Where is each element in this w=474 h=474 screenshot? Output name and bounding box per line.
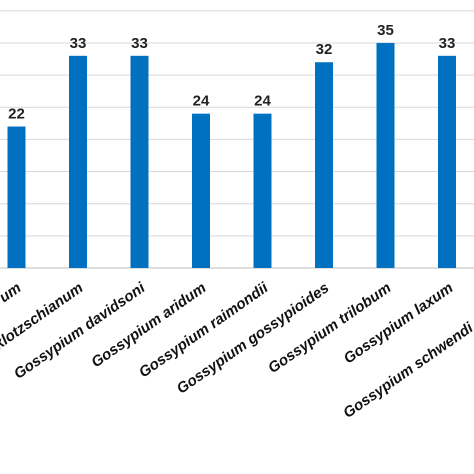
bar: [69, 55, 87, 269]
bar: [315, 62, 333, 268]
bar: [438, 55, 456, 269]
bar: [192, 113, 210, 269]
bar: [376, 42, 395, 269]
data-labels: 22 33 33 24 24 32 35 33: [8, 22, 455, 123]
data-label: 33: [70, 35, 87, 52]
bar: [253, 113, 272, 269]
data-label: 24: [193, 93, 210, 110]
data-label: 33: [439, 35, 456, 52]
data-label: 35: [377, 22, 394, 39]
data-label: 24: [254, 93, 271, 110]
data-label: 33: [131, 35, 148, 52]
bar: [7, 126, 26, 268]
bar: [130, 55, 149, 269]
bars: [7, 42, 456, 269]
category-label: um: [0, 279, 24, 306]
data-label: 22: [8, 106, 25, 123]
data-label: 32: [316, 41, 333, 58]
category-label: Gossypium schwendi: [340, 319, 474, 422]
